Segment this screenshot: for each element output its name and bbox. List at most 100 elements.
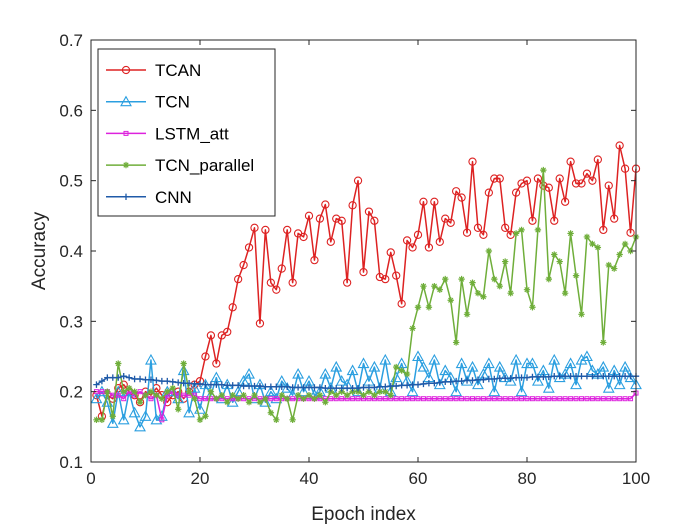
data-point	[624, 371, 637, 383]
data-point	[218, 391, 225, 399]
data-point	[147, 388, 155, 395]
data-point	[627, 372, 634, 380]
data-point	[425, 380, 433, 387]
data-point	[531, 374, 544, 386]
data-point	[615, 141, 624, 150]
data-point	[164, 388, 171, 395]
y-tick-label: 0.7	[59, 31, 83, 50]
data-point	[417, 360, 430, 372]
data-point	[387, 391, 394, 399]
data-point	[436, 379, 443, 386]
data-point	[322, 399, 329, 406]
x-tick-label: 100	[622, 469, 650, 488]
data-point	[98, 377, 106, 385]
data-point	[399, 396, 405, 402]
data-point	[413, 230, 423, 239]
data-point	[169, 384, 176, 392]
series-tcn-parallel	[93, 166, 640, 423]
data-point	[158, 377, 166, 385]
data-point	[621, 372, 629, 380]
data-point	[125, 374, 133, 381]
data-point	[420, 396, 426, 402]
data-point	[104, 388, 111, 395]
x-tick-label: 0	[86, 469, 95, 488]
y-tick-label: 0.1	[59, 453, 83, 472]
data-point	[365, 388, 373, 395]
data-point	[364, 207, 374, 216]
data-point	[428, 353, 441, 365]
data-point	[368, 360, 381, 372]
data-point	[600, 339, 607, 346]
data-point	[589, 240, 596, 248]
data-point	[98, 416, 106, 423]
data-point	[137, 389, 143, 395]
data-point	[256, 382, 264, 390]
data-point	[121, 396, 127, 402]
data-point	[588, 176, 597, 185]
data-point	[142, 376, 149, 383]
data-point	[342, 278, 352, 287]
data-point	[433, 378, 446, 390]
data-point	[426, 396, 432, 402]
data-point	[262, 383, 269, 390]
data-point	[261, 225, 270, 235]
data-point	[566, 157, 575, 166]
data-point	[627, 247, 634, 255]
data-point	[197, 396, 203, 402]
data-point	[597, 360, 610, 372]
data-point	[240, 382, 247, 390]
data-point	[370, 216, 379, 225]
data-point	[272, 285, 281, 294]
data-point	[354, 388, 362, 395]
data-point	[333, 384, 340, 392]
data-point	[414, 304, 422, 311]
data-point	[571, 179, 581, 188]
data-point	[414, 381, 422, 388]
data-point	[502, 258, 509, 265]
data-point	[430, 197, 439, 206]
data-point	[621, 240, 629, 248]
data-point	[474, 376, 482, 383]
data-point	[299, 232, 308, 242]
data-point	[218, 381, 225, 388]
data-point	[475, 396, 481, 402]
data-point	[267, 409, 275, 416]
data-point	[244, 243, 254, 252]
data-point	[175, 379, 182, 386]
data-point	[377, 396, 383, 402]
data-point	[515, 385, 528, 397]
data-point	[353, 176, 363, 185]
data-point	[466, 360, 479, 372]
data-point	[224, 382, 231, 389]
data-point	[135, 398, 145, 407]
data-point	[139, 410, 152, 421]
data-point	[441, 214, 450, 223]
data-point	[507, 290, 514, 297]
data-point	[213, 395, 220, 402]
data-point	[472, 378, 484, 390]
data-point	[122, 161, 130, 169]
data-point	[451, 187, 461, 196]
data-point	[602, 382, 615, 393]
data-point	[206, 331, 216, 340]
data-point	[207, 381, 215, 388]
data-point	[346, 364, 359, 376]
data-point	[251, 391, 258, 399]
data-point	[376, 388, 384, 395]
data-point	[150, 413, 163, 425]
data-point	[431, 282, 438, 290]
data-point	[338, 388, 345, 395]
data-point	[504, 374, 517, 386]
data-point	[268, 396, 274, 402]
data-point	[628, 396, 634, 402]
data-point	[382, 396, 388, 402]
data-point	[519, 396, 525, 402]
data-point	[491, 275, 498, 283]
data-point	[207, 388, 215, 395]
y-tick-label: 0.2	[59, 383, 83, 402]
data-point	[321, 200, 330, 209]
data-point	[305, 384, 313, 391]
data-point	[575, 353, 588, 365]
data-point	[561, 290, 569, 297]
data-point	[273, 396, 279, 402]
